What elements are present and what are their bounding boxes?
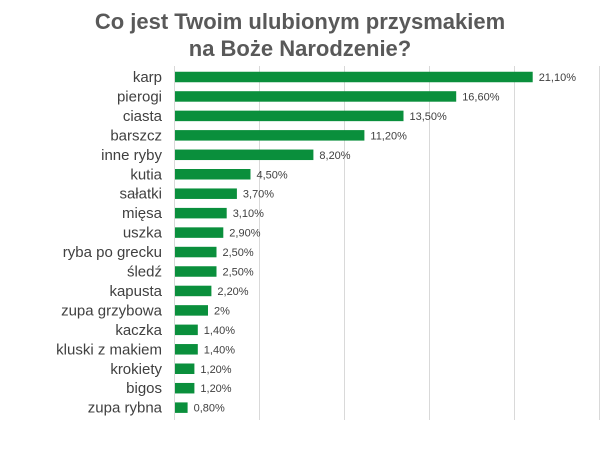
- value-label: 3,70%: [243, 189, 274, 201]
- chart-title: Co jest Twoim ulubionym przysmakiem na B…: [0, 8, 600, 62]
- value-label: 11,20%: [370, 130, 407, 142]
- category-label: sałatki: [119, 186, 162, 203]
- category-label: kutia: [130, 166, 162, 183]
- category-label: pierogi: [117, 88, 162, 105]
- bar: [175, 305, 208, 316]
- value-label: 1,20%: [200, 383, 231, 395]
- value-label: 4,50%: [257, 169, 288, 181]
- value-label: 13,50%: [410, 111, 448, 123]
- value-label: 1,40%: [204, 325, 235, 337]
- category-label: inne ryby: [101, 147, 162, 164]
- category-label: bigos: [126, 380, 162, 397]
- value-label: 2,50%: [223, 247, 254, 259]
- value-label: 2,90%: [229, 228, 260, 240]
- bar: [175, 324, 198, 336]
- value-label: 2,20%: [217, 286, 248, 298]
- category-label: ciasta: [123, 108, 163, 125]
- value-label: 2%: [214, 305, 230, 317]
- bar: [175, 363, 195, 374]
- category-label: śledź: [127, 264, 162, 281]
- chart-title-line-1: Co jest Twoim ulubionym przysmakiem: [94, 9, 506, 34]
- bars: [175, 71, 533, 413]
- bar: [175, 169, 251, 180]
- category-label: kluski z makiem: [56, 341, 162, 358]
- category-label: kaczka: [115, 322, 162, 339]
- category-label: zupa grzybowa: [61, 302, 163, 319]
- bar: [175, 382, 195, 394]
- category-label: krokiety: [110, 361, 162, 378]
- bar: [175, 266, 217, 277]
- bar: [175, 285, 212, 297]
- value-labels: 21,10% 16,60% 13,50%11,20% 8,20% 4,50% 3,70% 3…: [194, 72, 577, 415]
- value-label: 0,80%: [194, 403, 225, 415]
- value-label: 21,10%: [539, 72, 577, 84]
- bar: [175, 130, 365, 141]
- bar: [175, 402, 188, 413]
- category-labels: karp pierogi ciasta barszcz inne ryby kutia sa…: [56, 69, 163, 417]
- bar: [175, 71, 533, 83]
- bar: [175, 188, 237, 199]
- value-label: 1,20%: [200, 364, 231, 376]
- category-label: kapusta: [109, 283, 162, 300]
- value-label: 2,50%: [223, 267, 254, 279]
- bar: [175, 91, 457, 102]
- value-label: 8,20%: [319, 150, 350, 162]
- value-label: 16,60%: [462, 91, 500, 103]
- bar: [175, 110, 404, 122]
- category-label: karp: [133, 69, 162, 86]
- bar: [175, 344, 198, 355]
- chart-title-line-2: na Boże Narodzenie?: [188, 36, 412, 61]
- bar: [175, 207, 227, 219]
- value-label: 1,40%: [204, 344, 235, 356]
- category-label: barszcz: [110, 127, 162, 144]
- category-label: ryba po grecku: [63, 244, 162, 261]
- bar: [175, 246, 217, 258]
- category-label: mięsa: [122, 205, 163, 222]
- value-label: 3,10%: [233, 208, 264, 220]
- category-label: zupa rybna: [88, 400, 163, 417]
- category-label: uszka: [123, 225, 163, 242]
- bar: [175, 149, 314, 161]
- bar: [175, 227, 224, 238]
